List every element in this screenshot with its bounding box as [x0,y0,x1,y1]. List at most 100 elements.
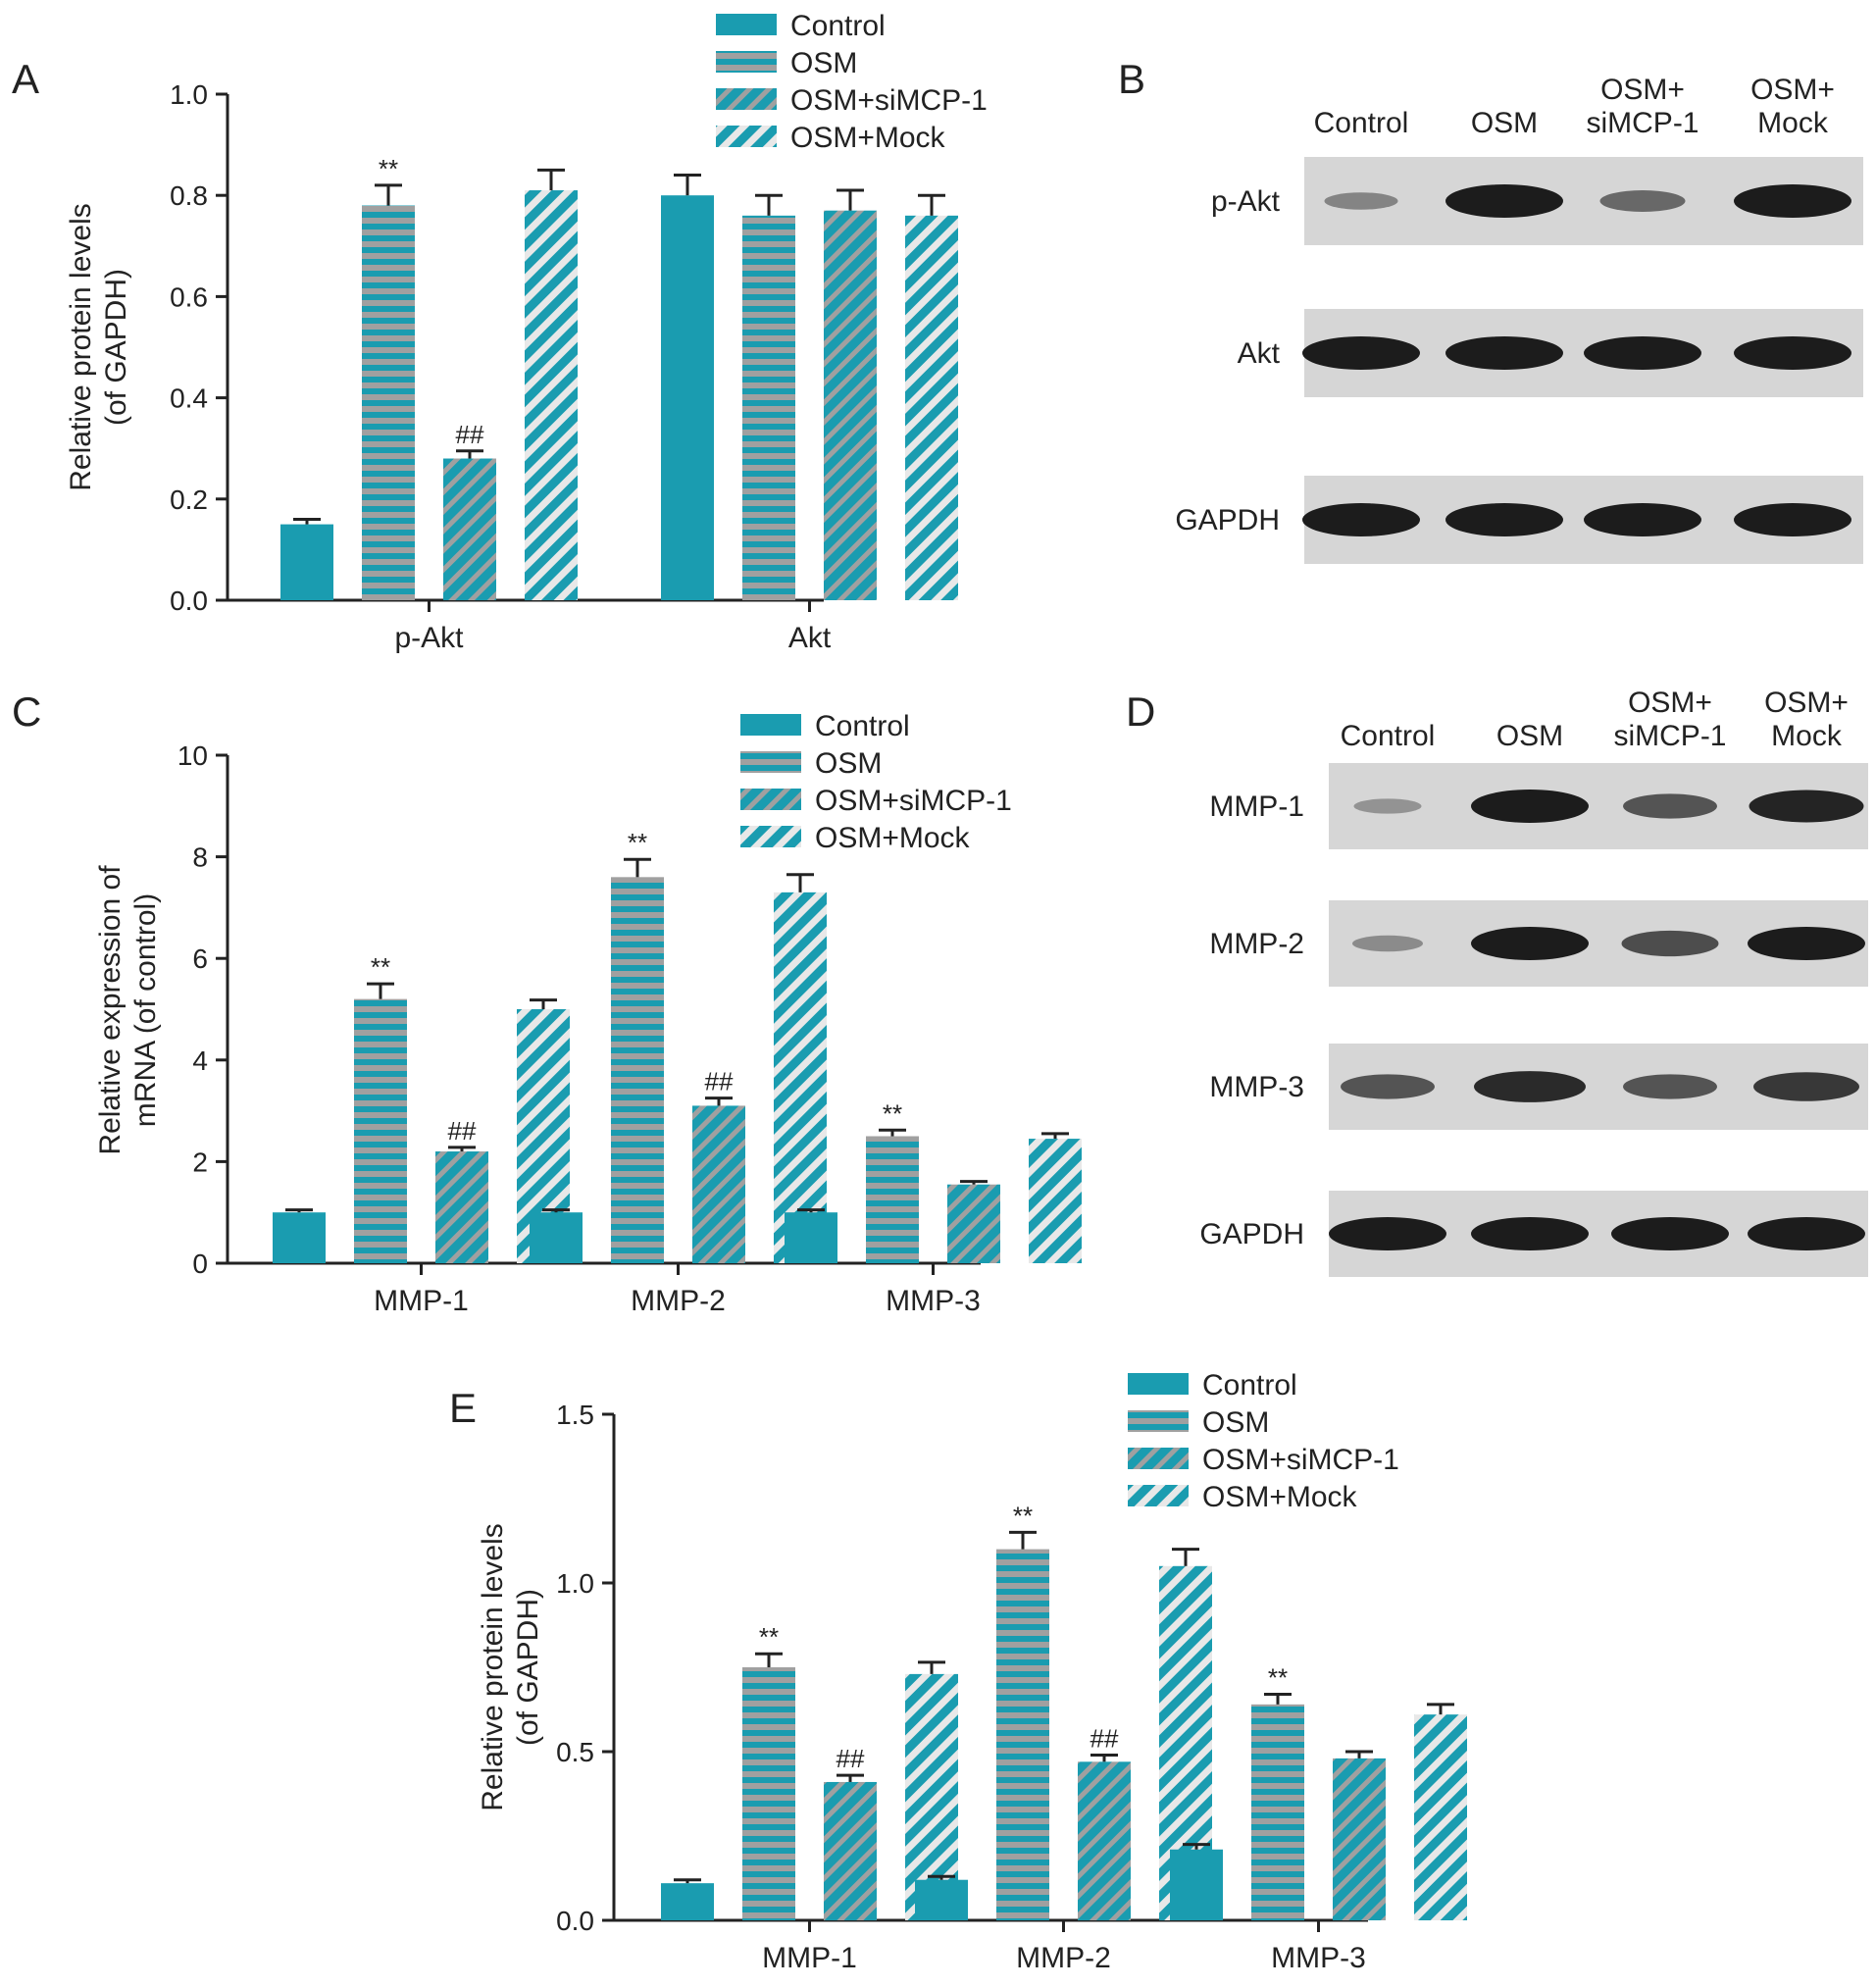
bar-a-akt-2 [824,210,877,600]
legend-label: OSM [1202,1406,1269,1439]
legend-label: OSM+siMCP-1 [1202,1444,1399,1476]
legend-label: OSM+Mock [790,122,946,154]
x-tick-label: Akt [788,622,832,654]
x-tick-label: MMP-2 [631,1285,726,1317]
bar-e-mmp-3-2 [1333,1758,1386,1920]
bar-e-mmp-1-1 [742,1667,795,1920]
bar-e-mmp-2-0 [915,1879,968,1920]
legend-swatch [716,14,777,35]
blot-band [1749,790,1864,823]
blot-band [1352,935,1423,952]
blot-row-label: Akt [1238,337,1281,370]
blot-band [1353,798,1422,814]
x-tick-label: MMP-3 [886,1285,981,1317]
y-tick-label: 0.0 [556,1906,594,1936]
legend-label: OSM+Mock [1202,1481,1358,1513]
bar-e-mmp-1-2 [824,1781,877,1920]
bar-e-mmp-1-0 [661,1883,714,1920]
blot-band [1611,1217,1729,1250]
panel-letter-d: D [1126,688,1155,735]
blot-band [1471,790,1589,823]
bar-chart-panel-c: 0 2 4 6 8 10 Relative expression of mRNA (of co… [94,710,1082,1317]
blot-row-label: p-Akt [1211,185,1281,218]
y-tick-label: 0.8 [170,180,208,211]
bar-a-p-akt-1 [362,205,415,600]
y-tick-label: 1.0 [556,1568,594,1599]
y-tick-label: 0.5 [556,1737,594,1767]
blot-band [1341,1074,1435,1099]
blot-band [1753,1072,1859,1101]
bar-c-mmp-3-1 [866,1136,919,1263]
blot-band [1748,1217,1865,1250]
legend-label: OSM+Mock [815,822,971,854]
bar-c-mmp-3-0 [785,1212,837,1263]
blot-band [1445,336,1563,370]
blot-lane-label: OSM [1471,107,1538,139]
significance-label: ## [456,420,484,449]
blot-band [1471,1217,1589,1250]
western-blot-panel-d: Control OSM OSM+ siMCP-1 OSM+ Mock MMP-1 MMP-2 M… [1199,687,1868,1277]
significance-label: ## [837,1744,865,1773]
legend-swatch [740,714,801,736]
blot-lane-label: Control [1341,720,1436,752]
blot-row-label: MMP-1 [1209,790,1304,823]
bar-c-mmp-1-1 [354,998,407,1263]
significance-label: ** [371,952,390,982]
bar-c-mmp-1-0 [273,1212,326,1263]
blot-band [1623,1074,1717,1099]
blot-band [1584,336,1701,370]
legend-swatch [1128,1410,1189,1432]
bar-c-mmp-3-3 [1029,1139,1082,1263]
y-tick-label: 10 [177,740,208,771]
blot-band [1584,503,1701,536]
bar-chart-panel-a: 0.0 0.2 0.4 0.6 0.8 1.0 Relative protein level… [65,10,988,654]
bar-c-mmp-2-3 [774,892,827,1263]
panel-letter-e: E [449,1385,477,1431]
bar-chart-panel-e: 0.0 0.5 1.0 1.5 Relative protein levels (of G… [477,1369,1467,1974]
legend-label: OSM [790,47,857,79]
legend-swatch [740,789,801,810]
x-tick-label: MMP-1 [762,1942,857,1974]
y-tick-label: 0.6 [170,281,208,312]
blot-lane-label: OSM+ Mock [1764,687,1849,752]
bar-e-mmp-1-3 [905,1673,958,1920]
y-tick-label: 0.2 [170,484,208,515]
bar-e-mmp-3-3 [1414,1714,1467,1920]
blot-band [1621,930,1719,957]
y-axis-label: Relative protein levels (of GAPDH) [477,1523,544,1810]
significance-label: ** [759,1622,779,1652]
significance-label: ## [448,1116,477,1146]
significance-label: ## [705,1067,734,1096]
legend-swatch [740,751,801,773]
blot-row-label: GAPDH [1199,1218,1304,1250]
blot-lane-label: OSM+ Mock [1750,74,1835,139]
y-axis-label: Relative expression of mRNA (of control) [94,865,162,1155]
legend-swatch [1128,1373,1189,1395]
y-tick-label: 0.4 [170,383,208,414]
significance-label: ** [628,828,647,857]
bar-e-mmp-3-0 [1170,1849,1223,1920]
legend-label: Control [815,710,910,742]
blot-band [1474,1071,1586,1102]
y-tick-label: 0.0 [170,586,208,616]
blot-row-label: GAPDH [1175,504,1280,536]
panel-letter-b: B [1118,56,1145,102]
blot-row-label: MMP-2 [1209,928,1304,960]
bar-c-mmp-1-2 [435,1151,488,1263]
bar-a-akt-1 [742,215,795,600]
bar-a-akt-3 [905,215,958,600]
blot-lane-label: Control [1314,107,1409,139]
legend-swatch [716,126,777,147]
blot-band [1445,503,1563,536]
legend-label: Control [790,10,886,42]
legend-label: OSM+siMCP-1 [790,84,988,117]
significance-label: ## [1090,1723,1119,1753]
blot-band [1734,184,1851,218]
significance-label: ** [1013,1501,1033,1530]
y-tick-label: 1.5 [556,1400,594,1430]
bar-a-p-akt-2 [443,458,496,600]
y-tick-label: 4 [192,1045,208,1076]
significance-label: ** [379,154,398,183]
bar-e-mmp-2-2 [1078,1761,1131,1920]
